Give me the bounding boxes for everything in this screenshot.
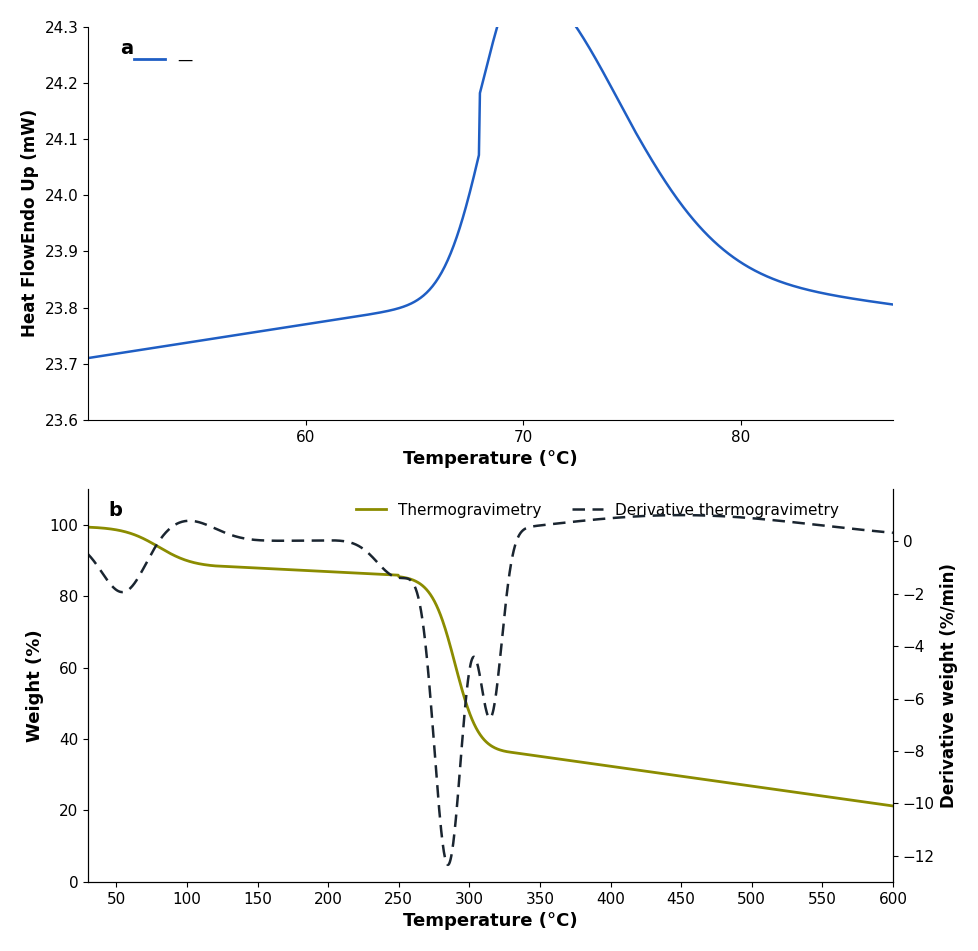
Legend: Thermogravimetry, Derivative thermogravimetry: Thermogravimetry, Derivative thermogravi… <box>349 496 844 524</box>
X-axis label: Temperature (°C): Temperature (°C) <box>403 450 577 468</box>
X-axis label: Temperature (°C): Temperature (°C) <box>403 912 577 930</box>
Y-axis label: Heat FlowEndo Up (mW): Heat FlowEndo Up (mW) <box>21 109 39 338</box>
Text: b: b <box>109 501 122 519</box>
Y-axis label: Weight (%): Weight (%) <box>26 630 44 742</box>
Legend: —: — <box>128 47 198 73</box>
Text: a: a <box>120 39 133 58</box>
Y-axis label: Derivative weight (%/min): Derivative weight (%/min) <box>939 563 957 807</box>
